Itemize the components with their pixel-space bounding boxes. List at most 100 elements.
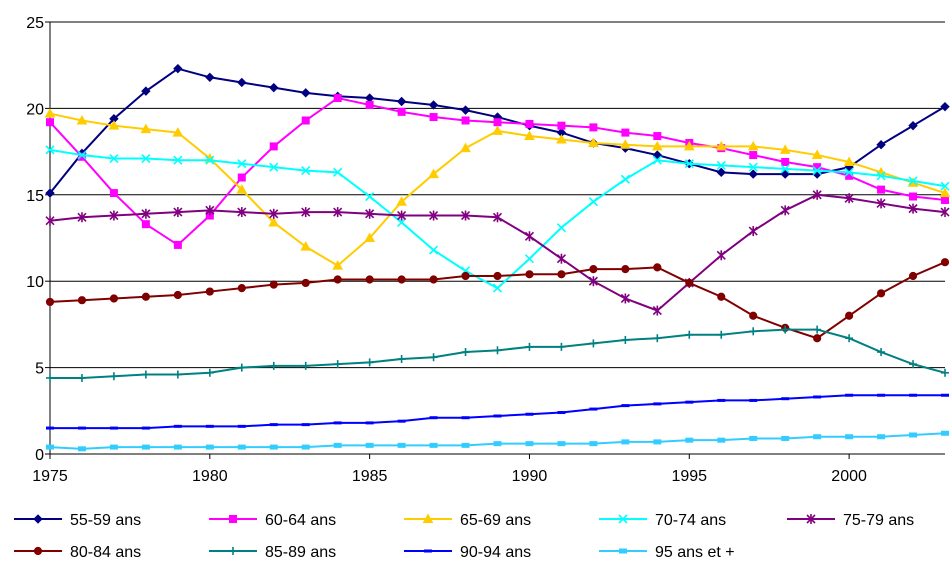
legend-item: 55-59 ans [14, 512, 141, 529]
grid-lines [50, 21, 945, 369]
data-point [109, 153, 119, 164]
data-point [365, 358, 374, 367]
series-line [50, 394, 945, 430]
data-point [140, 123, 152, 134]
data-point [876, 171, 886, 181]
data-point [941, 368, 949, 377]
data-point [301, 361, 310, 370]
data-point [236, 184, 248, 194]
data-point [205, 287, 214, 296]
data-point [46, 373, 54, 382]
data-point [525, 119, 534, 128]
data-point [685, 437, 694, 443]
legend-item: 90-94 ans [404, 544, 531, 561]
data-point [173, 424, 182, 428]
data-point [173, 207, 183, 218]
marker-stroke [620, 174, 630, 184]
data-point [77, 373, 86, 382]
data-point [237, 424, 246, 428]
data-point [460, 105, 471, 115]
marker-stroke [429, 245, 439, 255]
data-point [716, 250, 726, 261]
data-point [588, 137, 599, 147]
data-point [525, 342, 534, 351]
data-point [717, 292, 726, 301]
data-point [493, 441, 502, 447]
data-point [717, 437, 726, 443]
data-point [461, 271, 470, 281]
legend-marker [229, 547, 237, 555]
data-point [620, 139, 631, 149]
data-point [493, 271, 502, 281]
data-point [429, 245, 439, 255]
data-point [269, 208, 279, 219]
data-point [621, 335, 630, 344]
data-point [237, 207, 247, 218]
data-point [460, 142, 471, 153]
data-point [781, 157, 790, 166]
data-point [685, 330, 694, 339]
data-point [333, 167, 343, 177]
data-point [781, 325, 790, 334]
data-point [812, 166, 822, 176]
data-point [109, 444, 118, 450]
data-point [268, 216, 280, 227]
data-point [301, 207, 311, 218]
data-point [589, 123, 598, 132]
data-point [333, 421, 342, 425]
data-point [524, 231, 535, 242]
data-point [557, 411, 566, 415]
data-point [364, 232, 375, 242]
data-point [365, 421, 374, 425]
data-point [269, 361, 278, 370]
data-point [908, 203, 918, 214]
data-point [588, 197, 598, 207]
data-point [525, 441, 534, 447]
marker-stroke [780, 164, 790, 174]
data-point [77, 150, 87, 160]
axes [45, 21, 945, 459]
data-point [397, 217, 407, 228]
data-point [492, 283, 503, 293]
data-point [396, 96, 407, 107]
data-point [845, 393, 854, 397]
data-point [909, 432, 918, 438]
legend-item: 75-79 ans [787, 512, 914, 529]
data-point [813, 434, 822, 440]
data-point [205, 155, 215, 165]
data-point [844, 193, 854, 204]
data-point [813, 325, 822, 334]
data-point [748, 162, 758, 172]
data-point [397, 107, 406, 116]
marker-stroke [588, 197, 598, 207]
data-point [556, 133, 567, 144]
data-point [173, 240, 182, 249]
y-tick-label: 0 [35, 447, 44, 464]
data-point [941, 393, 949, 397]
data-point [557, 342, 566, 351]
data-point [77, 296, 87, 305]
data-point [909, 360, 918, 369]
data-point [365, 191, 375, 202]
data-point [397, 419, 406, 423]
data-point [397, 442, 406, 448]
marker-stroke [333, 167, 343, 177]
data-point [493, 118, 502, 127]
data-point [205, 424, 214, 428]
data-point [173, 444, 182, 450]
data-point [429, 442, 438, 448]
data-point [173, 63, 183, 74]
data-point [269, 162, 279, 172]
marker-stroke [876, 171, 886, 181]
data-point [940, 181, 950, 191]
data-point [141, 153, 151, 164]
data-point [780, 205, 790, 216]
legend-marker [229, 515, 237, 523]
data-point [141, 444, 150, 450]
data-point [301, 116, 310, 125]
data-point [429, 353, 438, 362]
data-point [685, 400, 694, 404]
series-75-79-ans [45, 189, 950, 316]
data-point [301, 423, 310, 427]
data-point [141, 370, 150, 379]
